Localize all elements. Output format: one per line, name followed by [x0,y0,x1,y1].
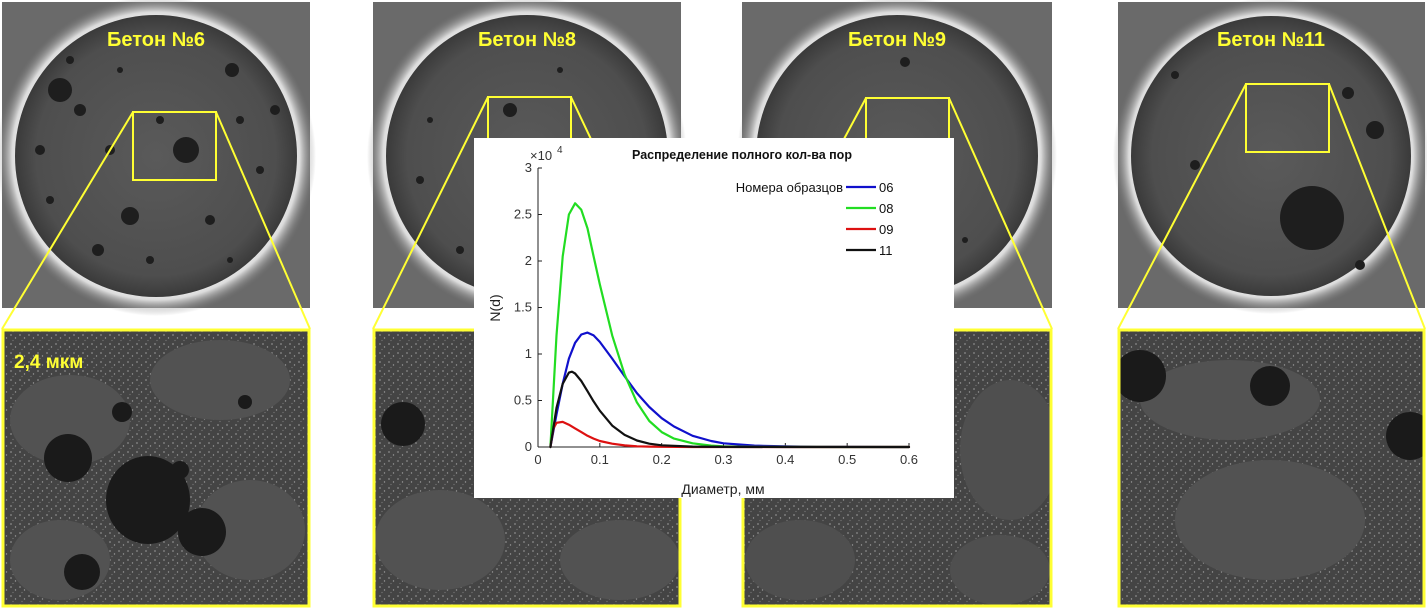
ct-scan-disk [1131,16,1411,296]
zoom-frame [1117,328,1426,608]
zoom-connector-left [372,96,489,330]
scale-label: 2,4 мкм [14,352,83,373]
legend-entry-09: 09 [879,222,893,237]
plot-area: 0 0.1 0.2 0.3 0.4 0.5 0.6 0 0.5 1 1.5 2 2.5 3 [514,160,918,467]
aggregate-grains [375,490,680,600]
y-tick-label: 0 [525,439,532,454]
zoom-connector-right [948,97,1053,330]
x-tick-label: 0.5 [838,452,856,467]
pores [416,67,563,254]
x-tick-label: 0.4 [776,452,794,467]
chart-title: Распределение полного кол-ва пор [632,148,852,162]
x-tick-label: 0.2 [653,452,671,467]
panel-title: Бетон №6 [107,29,205,51]
zoom-connector-left [1117,83,1247,330]
legend-entry-11: 11 [879,243,893,258]
y-tick-label: 1 [525,346,532,361]
y-axis-multiplier-exponent: 4 [557,145,563,156]
x-axis-label: Диаметр, мм [681,481,764,497]
pores [35,56,280,264]
zoom-pores [381,402,425,446]
zoom-pores [44,395,252,590]
zoom-connector-right [215,111,311,330]
zoom-frame [1,328,311,608]
y-axis-label: N(d) [487,294,503,321]
legend-entry-08: 08 [879,201,893,216]
panel-concrete-11: Бетон №11 [1113,0,1427,608]
panel-concrete-6: Бетон №6 2,4 мкм [0,0,316,608]
pores [1171,71,1384,270]
pores [900,57,968,243]
ct-scan-disk [15,15,297,297]
x-tick-label: 0.3 [714,452,732,467]
x-tick-label: 0 [534,452,541,467]
series-line-11 [549,370,911,449]
panel-title: Бетон №9 [848,29,946,51]
x-tick-label: 0.6 [900,452,918,467]
zoom-region-box [132,111,217,181]
y-tick-label: 2.5 [514,207,532,222]
zoom-connector-right [1328,83,1426,330]
y-tick-label: 1.5 [514,300,532,315]
pore-distribution-chart: Распределение полного кол-ва пор ×10 4 0… [474,138,954,498]
legend-title: Номера образцов [736,180,843,195]
panel-title: Бетон №11 [1217,29,1325,51]
aggregate-grains [745,380,1052,605]
y-axis-multiplier: ×10 4 [530,145,563,163]
legend-entry-06: 06 [879,180,893,195]
x-tick-label: 0.1 [591,452,609,467]
zoom-connector-left [1,111,134,330]
y-tick-label: 0.5 [514,393,532,408]
zoom-pores [1118,350,1425,460]
y-tick-label: 2 [525,253,532,268]
y-axis-multiplier-base: ×10 [530,148,552,163]
y-tick-label: 3 [525,160,532,175]
chart-background [474,138,954,498]
panel-title: Бетон №8 [478,29,576,51]
legend: Номера образцов 06 08 09 11 [736,180,894,258]
zoom-region-box [1245,83,1330,153]
